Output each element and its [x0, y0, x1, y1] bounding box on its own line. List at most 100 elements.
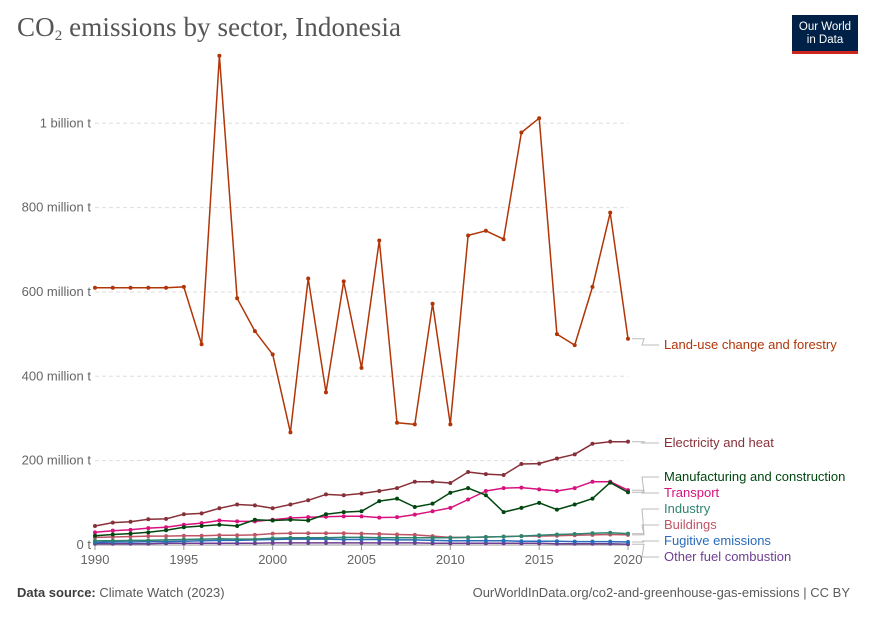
data-point[interactable]: [306, 518, 311, 523]
owid-logo[interactable]: Our World in Data: [792, 15, 858, 54]
data-point[interactable]: [146, 517, 151, 522]
series-label[interactable]: Other fuel combustion: [664, 549, 791, 564]
data-point[interactable]: [483, 538, 488, 543]
data-point[interactable]: [199, 342, 204, 347]
data-point[interactable]: [412, 505, 417, 510]
data-point[interactable]: [341, 493, 346, 498]
data-point[interactable]: [270, 352, 275, 357]
data-point[interactable]: [164, 285, 169, 290]
data-point[interactable]: [430, 541, 435, 546]
data-point[interactable]: [572, 539, 577, 544]
data-point[interactable]: [626, 531, 630, 536]
data-point[interactable]: [146, 538, 151, 543]
data-point[interactable]: [395, 532, 400, 537]
data-point[interactable]: [448, 535, 453, 540]
series-label[interactable]: Land-use change and forestry: [664, 337, 837, 352]
data-point[interactable]: [519, 505, 524, 510]
data-point[interactable]: [164, 528, 169, 533]
data-point[interactable]: [235, 533, 240, 538]
data-point[interactable]: [537, 500, 542, 505]
data-point[interactable]: [412, 422, 417, 427]
data-point[interactable]: [590, 531, 595, 536]
data-point[interactable]: [483, 228, 488, 233]
data-point[interactable]: [395, 486, 400, 491]
data-point[interactable]: [146, 530, 151, 535]
data-point[interactable]: [199, 537, 204, 542]
data-point[interactable]: [93, 530, 97, 535]
data-point[interactable]: [483, 489, 488, 494]
data-point[interactable]: [359, 365, 364, 370]
data-point[interactable]: [288, 517, 293, 522]
data-point[interactable]: [288, 502, 293, 507]
data-point[interactable]: [395, 535, 400, 540]
data-point[interactable]: [501, 510, 506, 515]
data-point[interactable]: [181, 533, 186, 538]
data-point[interactable]: [252, 537, 257, 542]
data-point[interactable]: [235, 524, 240, 529]
data-point[interactable]: [501, 486, 506, 491]
data-point[interactable]: [448, 505, 453, 510]
data-point[interactable]: [306, 540, 311, 545]
data-point[interactable]: [270, 531, 275, 536]
data-point[interactable]: [483, 472, 488, 477]
data-point[interactable]: [164, 516, 169, 521]
data-point[interactable]: [199, 524, 204, 529]
data-point[interactable]: [306, 535, 311, 540]
data-point[interactable]: [395, 420, 400, 425]
data-point[interactable]: [181, 284, 186, 289]
data-point[interactable]: [217, 533, 222, 538]
data-point[interactable]: [626, 540, 630, 545]
data-point[interactable]: [235, 296, 240, 301]
data-point[interactable]: [519, 539, 524, 544]
data-point[interactable]: [590, 496, 595, 501]
data-point[interactable]: [395, 496, 400, 501]
data-point[interactable]: [288, 540, 293, 545]
data-point[interactable]: [199, 533, 204, 538]
data-point[interactable]: [608, 539, 613, 544]
data-point[interactable]: [217, 506, 222, 511]
data-point[interactable]: [377, 535, 382, 540]
data-point[interactable]: [572, 343, 577, 348]
data-point[interactable]: [519, 130, 524, 135]
data-point[interactable]: [359, 535, 364, 540]
data-point[interactable]: [430, 509, 435, 514]
data-point[interactable]: [341, 279, 346, 284]
data-point[interactable]: [395, 540, 400, 545]
data-point[interactable]: [110, 532, 115, 537]
data-point[interactable]: [164, 537, 169, 542]
data-point[interactable]: [626, 336, 630, 341]
data-point[interactable]: [110, 528, 115, 533]
data-point[interactable]: [323, 540, 328, 545]
data-point[interactable]: [181, 537, 186, 542]
data-point[interactable]: [537, 539, 542, 544]
data-point[interactable]: [519, 462, 524, 467]
data-point[interactable]: [554, 489, 559, 494]
data-point[interactable]: [377, 499, 382, 504]
data-point[interactable]: [501, 472, 506, 477]
data-point[interactable]: [466, 470, 471, 475]
data-point[interactable]: [235, 502, 240, 507]
data-point[interactable]: [199, 521, 204, 526]
data-point[interactable]: [626, 439, 630, 444]
data-point[interactable]: [128, 531, 133, 536]
data-point[interactable]: [93, 538, 97, 543]
data-point[interactable]: [590, 539, 595, 544]
data-point[interactable]: [412, 540, 417, 545]
data-point[interactable]: [537, 461, 542, 466]
data-point[interactable]: [608, 480, 613, 485]
data-point[interactable]: [483, 534, 488, 539]
data-point[interactable]: [270, 536, 275, 541]
data-point[interactable]: [252, 541, 257, 546]
data-point[interactable]: [377, 515, 382, 520]
data-point[interactable]: [217, 53, 222, 58]
data-point[interactable]: [270, 518, 275, 523]
data-point[interactable]: [608, 439, 613, 444]
data-point[interactable]: [448, 490, 453, 495]
data-point[interactable]: [252, 517, 257, 522]
data-point[interactable]: [537, 487, 542, 492]
data-point[interactable]: [590, 479, 595, 484]
data-point[interactable]: [466, 233, 471, 238]
data-point[interactable]: [270, 540, 275, 545]
data-point[interactable]: [252, 503, 257, 508]
data-point[interactable]: [164, 534, 169, 539]
